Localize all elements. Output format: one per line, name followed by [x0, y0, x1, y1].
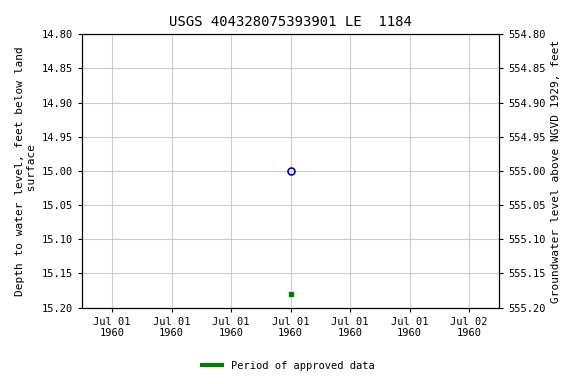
Title: USGS 404328075393901 LE  1184: USGS 404328075393901 LE 1184	[169, 15, 412, 29]
Y-axis label: Groundwater level above NGVD 1929, feet: Groundwater level above NGVD 1929, feet	[551, 40, 561, 303]
Legend: Period of approved data: Period of approved data	[198, 357, 378, 375]
Y-axis label: Depth to water level, feet below land
 surface: Depth to water level, feet below land su…	[15, 46, 37, 296]
